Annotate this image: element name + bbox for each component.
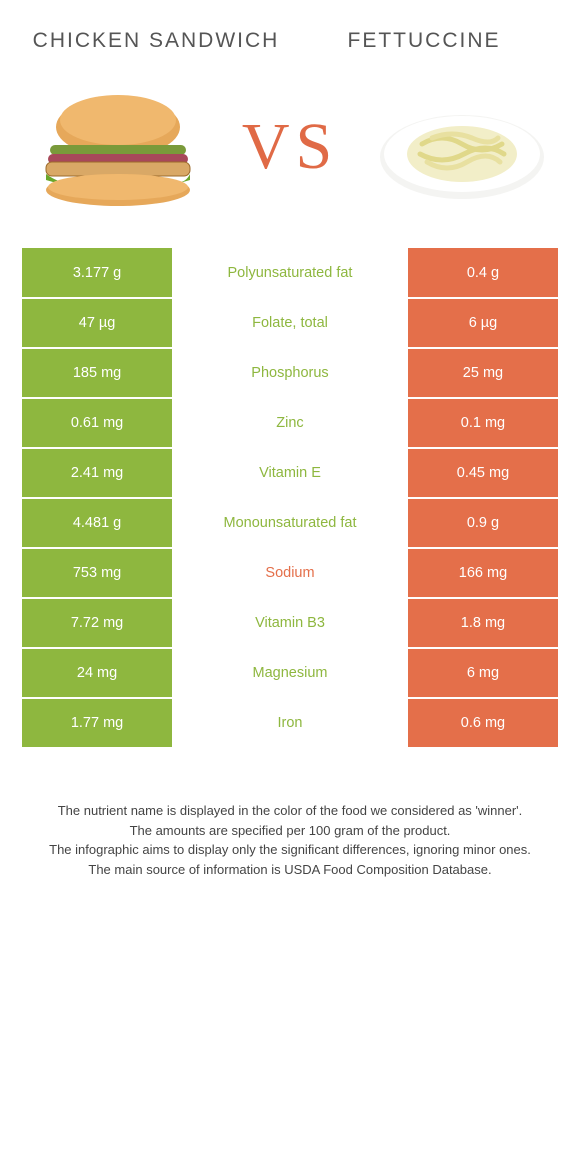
table-row: 1.77 mgIron0.6 mg xyxy=(22,698,558,748)
table-row: 3.177 gPolyunsaturated fat0.4 g xyxy=(22,248,558,298)
table-row: 185 mgPhosphorus25 mg xyxy=(22,348,558,398)
table-row: 47 µgFolate, total6 µg xyxy=(22,298,558,348)
left-value-cell: 7.72 mg xyxy=(22,598,172,648)
right-value-cell: 25 mg xyxy=(408,348,558,398)
images-row: VS xyxy=(22,82,558,212)
footer-notes: The nutrient name is displayed in the co… xyxy=(22,801,558,879)
header: Chicken sandwich Fettuccine xyxy=(22,28,558,54)
vs-label: VS xyxy=(242,109,338,185)
right-food-title: Fettuccine xyxy=(290,28,558,54)
nutrient-label-cell: Zinc xyxy=(172,398,408,448)
left-value-cell: 185 mg xyxy=(22,348,172,398)
comparison-table: 3.177 gPolyunsaturated fat0.4 g47 µgFola… xyxy=(22,248,558,749)
footer-line: The infographic aims to display only the… xyxy=(32,840,548,860)
nutrient-label-cell: Iron xyxy=(172,698,408,748)
nutrient-label-cell: Sodium xyxy=(172,548,408,598)
right-value-cell: 0.4 g xyxy=(408,248,558,298)
left-value-cell: 3.177 g xyxy=(22,248,172,298)
nutrient-label-cell: Vitamin B3 xyxy=(172,598,408,648)
table-row: 2.41 mgVitamin E0.45 mg xyxy=(22,448,558,498)
left-value-cell: 47 µg xyxy=(22,298,172,348)
left-value-cell: 4.481 g xyxy=(22,498,172,548)
table-row: 24 mgMagnesium6 mg xyxy=(22,648,558,698)
footer-line: The main source of information is USDA F… xyxy=(32,860,548,880)
chicken-sandwich-image xyxy=(28,82,208,212)
right-value-cell: 0.9 g xyxy=(408,498,558,548)
table-row: 4.481 gMonounsaturated fat0.9 g xyxy=(22,498,558,548)
right-value-cell: 1.8 mg xyxy=(408,598,558,648)
left-value-cell: 2.41 mg xyxy=(22,448,172,498)
table-row: 7.72 mgVitamin B31.8 mg xyxy=(22,598,558,648)
left-food-title: Chicken sandwich xyxy=(22,28,290,54)
left-value-cell: 753 mg xyxy=(22,548,172,598)
right-value-cell: 6 µg xyxy=(408,298,558,348)
nutrient-label-cell: Folate, total xyxy=(172,298,408,348)
nutrient-label-cell: Monounsaturated fat xyxy=(172,498,408,548)
footer-line: The amounts are specified per 100 gram o… xyxy=(32,821,548,841)
footer-line: The nutrient name is displayed in the co… xyxy=(32,801,548,821)
left-value-cell: 24 mg xyxy=(22,648,172,698)
table-row: 753 mgSodium166 mg xyxy=(22,548,558,598)
nutrient-label-cell: Phosphorus xyxy=(172,348,408,398)
fettuccine-image xyxy=(372,82,552,212)
nutrient-label-cell: Polyunsaturated fat xyxy=(172,248,408,298)
nutrient-label-cell: Magnesium xyxy=(172,648,408,698)
right-value-cell: 0.45 mg xyxy=(408,448,558,498)
right-value-cell: 6 mg xyxy=(408,648,558,698)
left-value-cell: 1.77 mg xyxy=(22,698,172,748)
left-value-cell: 0.61 mg xyxy=(22,398,172,448)
right-value-cell: 0.1 mg xyxy=(408,398,558,448)
right-value-cell: 166 mg xyxy=(408,548,558,598)
table-row: 0.61 mgZinc0.1 mg xyxy=(22,398,558,448)
nutrient-label-cell: Vitamin E xyxy=(172,448,408,498)
right-value-cell: 0.6 mg xyxy=(408,698,558,748)
